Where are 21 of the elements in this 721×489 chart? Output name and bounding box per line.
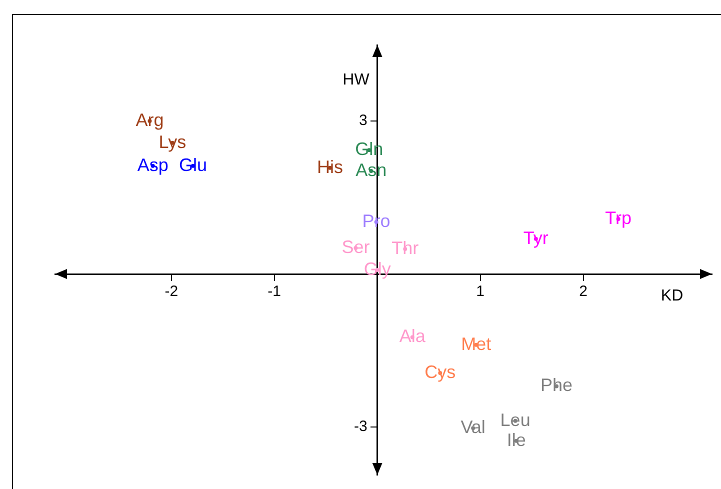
x-tick-label: -1 <box>268 283 282 300</box>
x-tick-label: 2 <box>579 283 588 300</box>
series-label: Trp <box>605 208 632 228</box>
series-label: His <box>316 156 343 177</box>
series-label: Asp <box>137 154 168 175</box>
series-label: Ile <box>506 430 526 450</box>
series-label: Glu <box>178 154 207 175</box>
y-tick-label: -3 <box>354 418 368 436</box>
x-tick-label: -2 <box>164 283 178 300</box>
series-label: Cys <box>424 362 456 382</box>
x-axis-title: KD <box>660 287 684 304</box>
series-label: Arg <box>136 110 164 130</box>
series-label: Phe <box>540 375 573 396</box>
series-label: Met <box>461 334 492 354</box>
series-label: Val <box>460 417 486 438</box>
series-label: Lys <box>158 132 186 152</box>
series-label: Leu <box>500 410 530 430</box>
x-tick-label: 1 <box>476 283 484 300</box>
y-tick-label: 3 <box>358 112 368 130</box>
y-axis-title: HW <box>342 71 370 88</box>
series-label: Ala <box>399 326 426 346</box>
